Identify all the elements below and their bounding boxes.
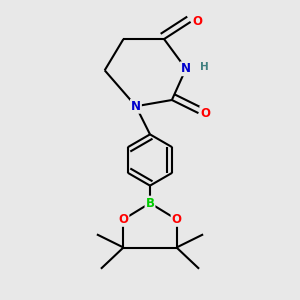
Text: H: H bbox=[200, 62, 209, 72]
Text: O: O bbox=[200, 106, 210, 120]
Text: N: N bbox=[181, 62, 191, 75]
Text: O: O bbox=[118, 213, 128, 226]
Text: O: O bbox=[172, 213, 182, 226]
Text: O: O bbox=[193, 15, 202, 28]
Text: N: N bbox=[131, 100, 141, 113]
Text: B: B bbox=[146, 196, 154, 210]
